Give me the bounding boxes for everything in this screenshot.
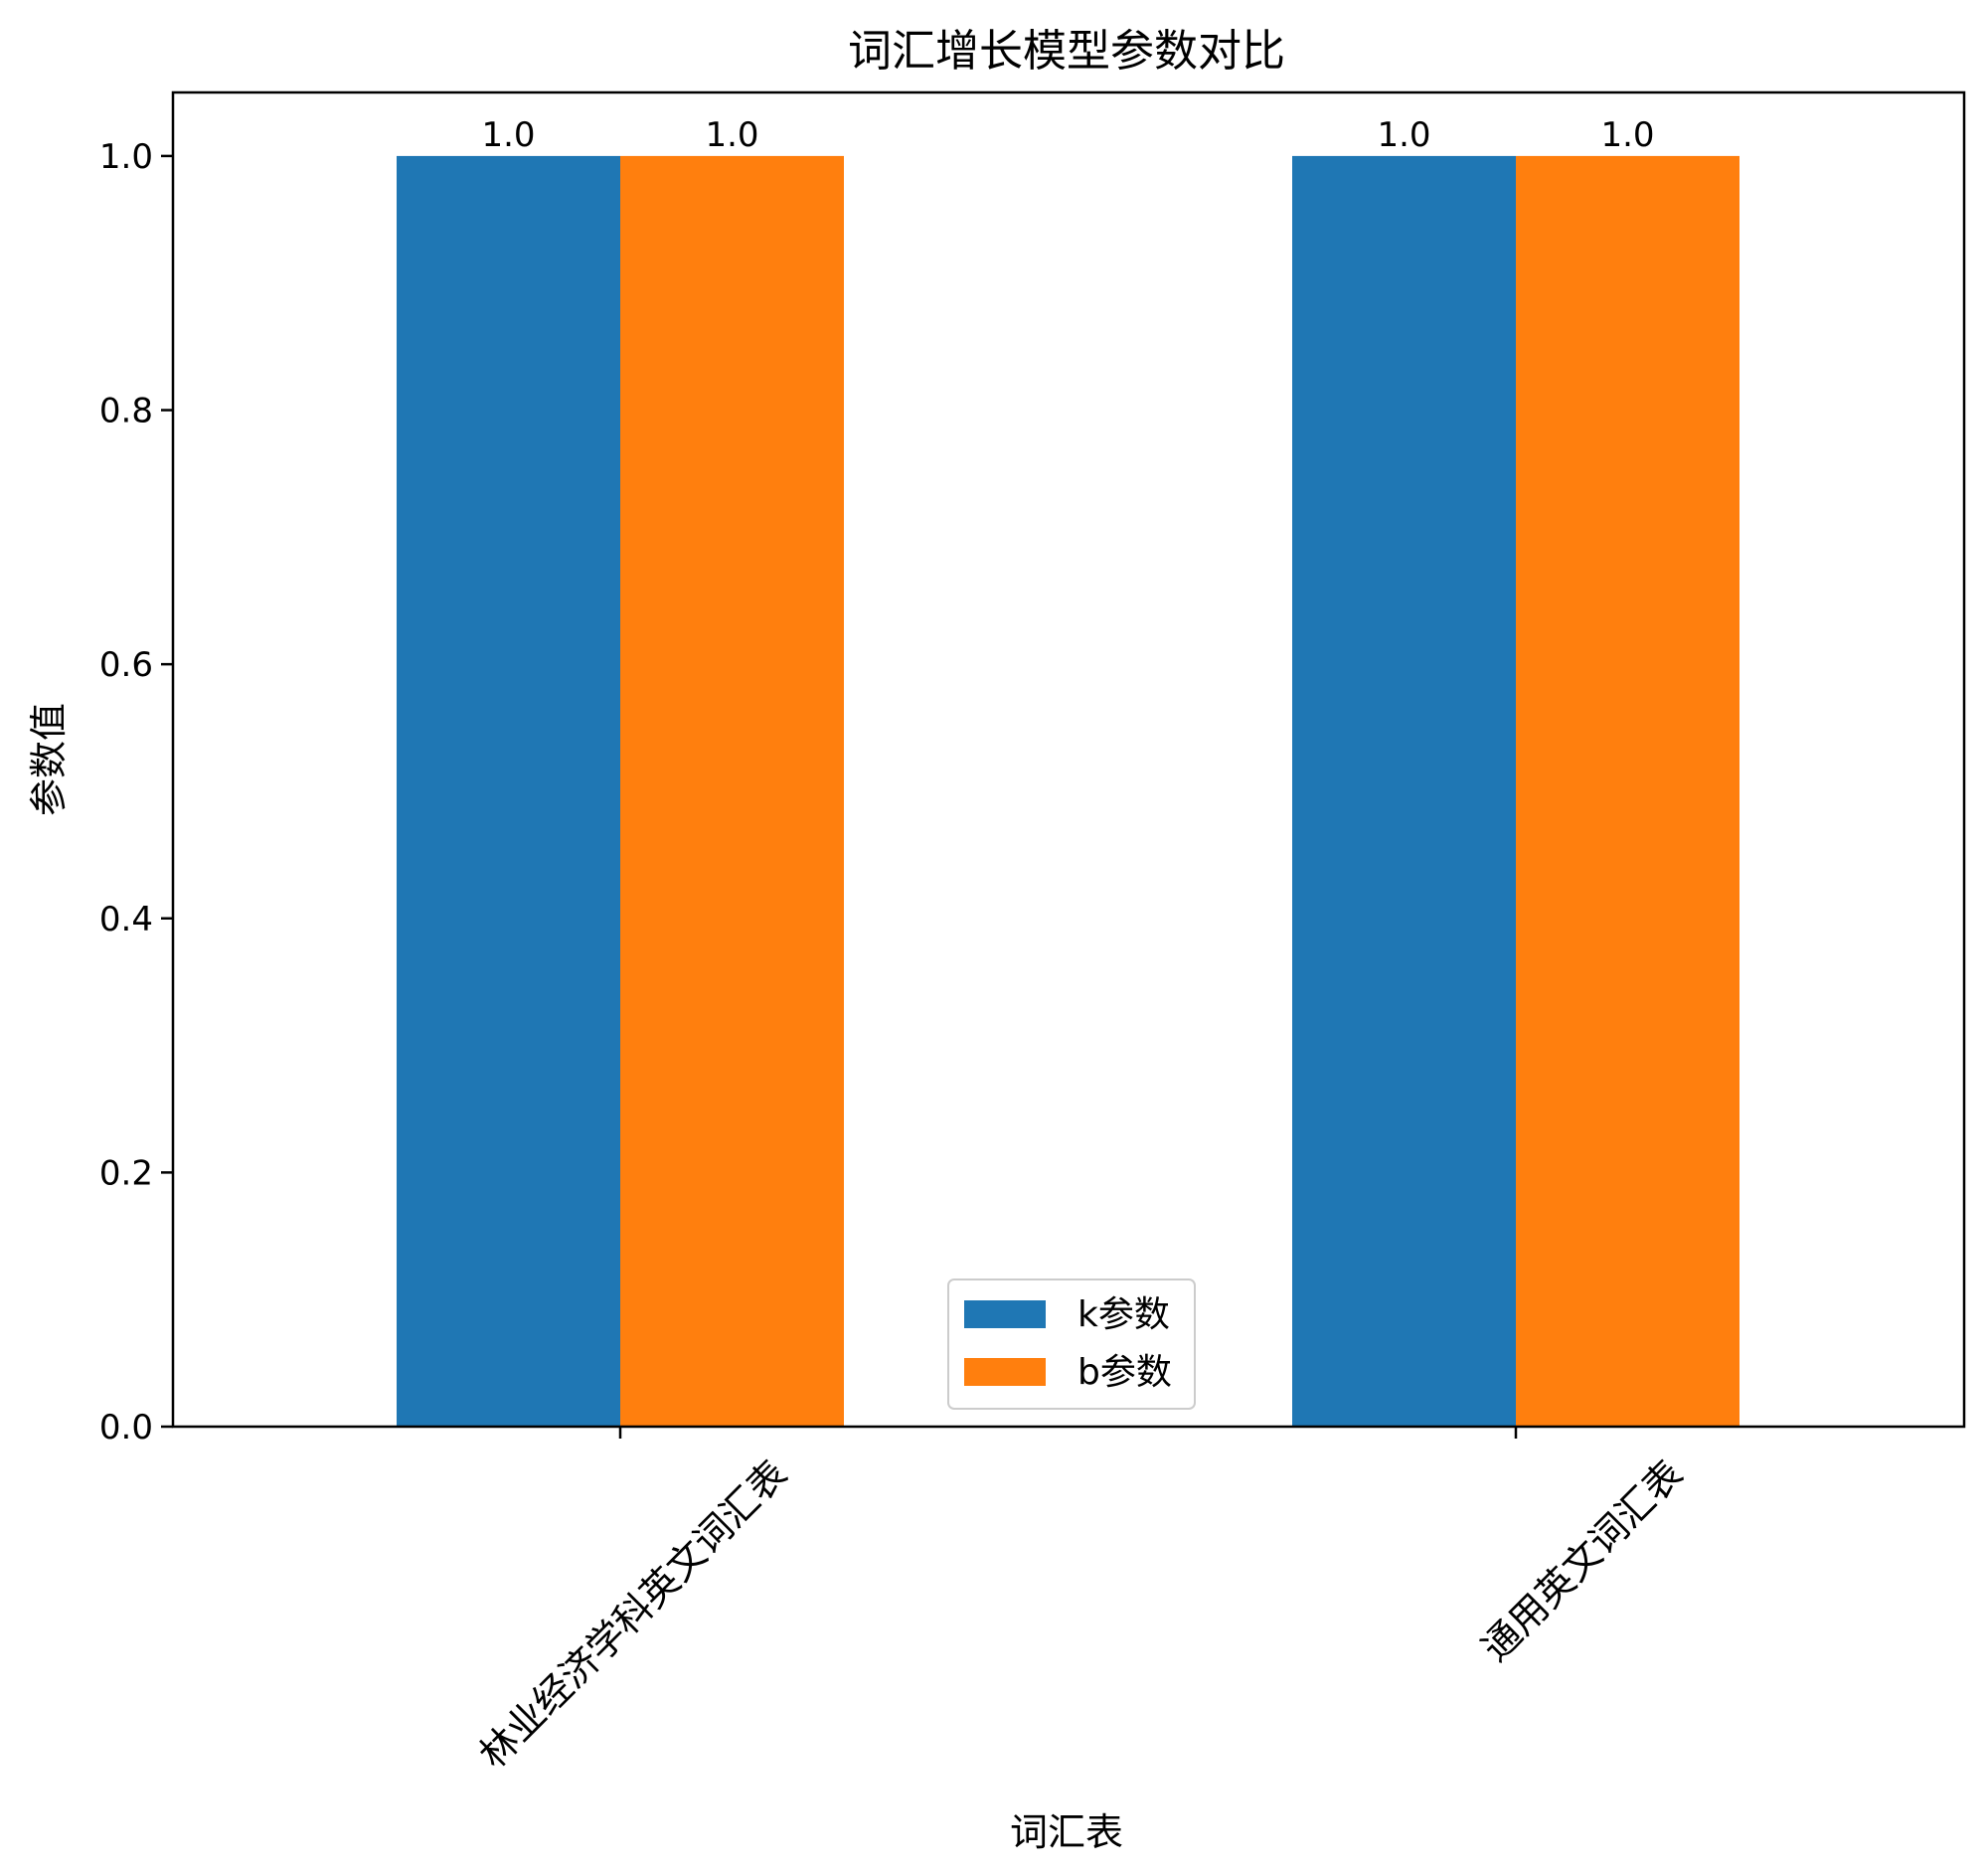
- data-label-0-1: 1.0: [1377, 115, 1430, 155]
- bar-k-cat-0: [397, 155, 620, 1427]
- data-label-1-0: 1.0: [705, 115, 758, 155]
- legend-swatch-0: [964, 1300, 1046, 1328]
- legend-label-0: k参数: [1077, 1294, 1170, 1335]
- legend-swatch-1: [964, 1358, 1046, 1386]
- legend-label-1: b参数: [1077, 1352, 1172, 1393]
- y-tick-label-4: 0.8: [99, 392, 153, 431]
- x-axis-title: 词汇表: [1010, 1810, 1123, 1854]
- bar-b-cat-0: [620, 155, 844, 1427]
- plot-frame: [171, 90, 1966, 1429]
- chart-title: 词汇增长模型参数对比: [848, 26, 1285, 77]
- y-tick-label-0: 0.0: [99, 1408, 153, 1448]
- y-tick-label-1: 0.2: [99, 1153, 153, 1193]
- x-tick-label-1: 通用英文词汇表: [1473, 1451, 1691, 1669]
- y-axis: 0.0 0.2 0.4 0.6 0.8 1.0: [99, 137, 173, 1448]
- bars-layer: [397, 155, 1740, 1427]
- data-labels-layer: 1.0 1.0 1.0 1.0: [481, 115, 1654, 155]
- legend: k参数 b参数: [947, 1278, 1196, 1410]
- y-tick-label-5: 1.0: [99, 137, 153, 177]
- bar-b-cat-1: [1516, 155, 1740, 1427]
- data-label-0-0: 1.0: [481, 115, 535, 155]
- y-axis-title: 参数值: [27, 703, 71, 816]
- x-axis: 林业经济学科英文词汇表 通用英文词汇表: [471, 1427, 1691, 1777]
- x-tick-label-0: 林业经济学科英文词汇表: [471, 1451, 796, 1777]
- y-tick-label-2: 0.4: [99, 900, 153, 939]
- data-label-1-1: 1.0: [1600, 115, 1654, 155]
- y-tick-label-3: 0.6: [99, 645, 153, 685]
- bar-k-cat-1: [1292, 155, 1516, 1427]
